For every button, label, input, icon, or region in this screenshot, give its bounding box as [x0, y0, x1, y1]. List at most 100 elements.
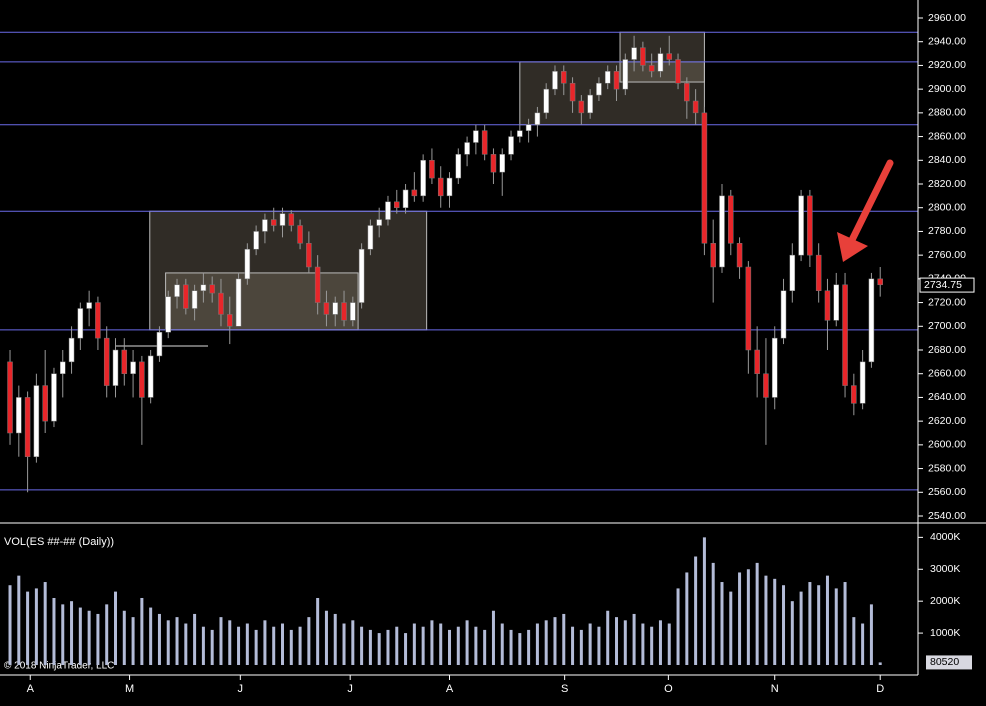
- candle-body: [429, 160, 435, 179]
- volume-bar: [254, 629, 258, 665]
- candle-body: [60, 361, 66, 374]
- candle-body: [24, 397, 31, 457]
- volume-bar: [263, 620, 267, 665]
- candle-body: [341, 302, 347, 321]
- volume-bar: [430, 620, 434, 665]
- x-tick-label: J: [238, 683, 244, 695]
- candle-body: [288, 213, 295, 226]
- y-tick-label: 2720.00: [928, 296, 966, 308]
- y-tick-label: 2540.00: [928, 510, 966, 522]
- v-tick-label: 2000K: [930, 595, 960, 607]
- candle-body: [481, 130, 488, 155]
- volume-bar: [500, 623, 504, 665]
- volume-bar: [61, 604, 65, 665]
- candle-body: [130, 361, 136, 374]
- candle-body: [789, 254, 796, 291]
- candle-body: [112, 349, 119, 386]
- volume-bar: [790, 601, 794, 665]
- volume-title: VOL(ES ##-## (Daily)): [4, 536, 114, 548]
- v-tick-label: 4000K: [930, 531, 960, 543]
- candle-body: [253, 231, 259, 250]
- volume-bar: [237, 626, 241, 665]
- candle-body: [798, 195, 804, 256]
- candle-body: [446, 177, 453, 197]
- candle-body: [675, 59, 681, 84]
- x-tick-label: D: [876, 683, 884, 695]
- v-tick-label: 3000K: [930, 563, 960, 575]
- y-tick-label: 2600.00: [928, 439, 966, 451]
- volume-bar: [597, 626, 601, 665]
- y-tick-label: 2840.00: [928, 154, 966, 166]
- candle-body: [139, 361, 145, 398]
- volume-bar: [676, 588, 680, 665]
- volume-bar: [746, 569, 750, 665]
- candle-body: [209, 284, 215, 294]
- volume-bar: [588, 623, 592, 665]
- candle-body: [270, 219, 277, 226]
- candle-body: [719, 195, 725, 268]
- volume-bar: [615, 617, 619, 665]
- candle-body: [86, 302, 92, 309]
- zone: [149, 210, 428, 331]
- arrow: [837, 159, 894, 262]
- volume-bar: [755, 562, 759, 665]
- last-price-label: 2734.75: [924, 279, 962, 291]
- candle-body: [508, 136, 514, 155]
- x-tick-label: J: [347, 683, 353, 695]
- volume-bar: [527, 629, 531, 665]
- candle-body: [763, 373, 769, 398]
- y-tick-label: 2940.00: [928, 35, 966, 47]
- candle-body: [640, 47, 646, 66]
- volume-bar: [852, 617, 856, 665]
- volume-bar: [26, 591, 30, 665]
- candle-body: [455, 154, 462, 179]
- volume-bar: [228, 620, 232, 665]
- y-tick-label: 2560.00: [928, 486, 966, 498]
- volume-bar: [808, 582, 812, 665]
- volume-bar: [843, 582, 847, 665]
- volume-bar: [535, 623, 539, 665]
- volume-bar: [131, 617, 135, 665]
- last-volume-label: 80520: [930, 656, 959, 668]
- volume-bar: [606, 610, 610, 665]
- candle-body: [859, 361, 866, 404]
- volume-bar: [439, 623, 443, 665]
- y-tick-label: 2620.00: [928, 415, 966, 427]
- candle-body: [815, 254, 822, 291]
- volume-bar: [544, 620, 548, 665]
- volume-bar: [878, 662, 882, 665]
- volume-bar: [122, 610, 126, 665]
- y-tick-label: 2900.00: [928, 83, 966, 95]
- volume-bar: [518, 633, 522, 665]
- volume-bar: [219, 617, 223, 665]
- candle-body: [314, 266, 321, 303]
- volume-bar: [448, 629, 452, 665]
- candle-body: [490, 154, 497, 173]
- candle-body: [227, 314, 233, 327]
- candle-body: [51, 373, 57, 422]
- candle-body: [622, 59, 629, 90]
- volume-bar: [799, 591, 803, 665]
- candle-body: [174, 284, 180, 297]
- volume-bar: [764, 575, 768, 665]
- volume-bar: [96, 613, 100, 665]
- volume-bar: [360, 626, 364, 665]
- volume-bar: [351, 620, 355, 665]
- copyright: © 2018 NinjaTrader, LLC: [4, 661, 114, 672]
- volume-bar: [738, 572, 742, 665]
- candle-body: [596, 82, 602, 96]
- candle-body: [16, 397, 22, 434]
- volume-bar: [702, 537, 706, 665]
- candle-body: [156, 331, 163, 357]
- volume-bar: [465, 620, 469, 665]
- candle-body: [569, 82, 576, 102]
- background-layer: [0, 31, 918, 491]
- volume-bar: [43, 582, 47, 665]
- x-tick-label: O: [664, 683, 673, 695]
- v-tick-label: 1000K: [930, 627, 960, 639]
- volume-bar: [404, 633, 408, 665]
- candle-body: [235, 278, 242, 327]
- volume-bar: [711, 562, 715, 665]
- candle-body: [147, 355, 154, 398]
